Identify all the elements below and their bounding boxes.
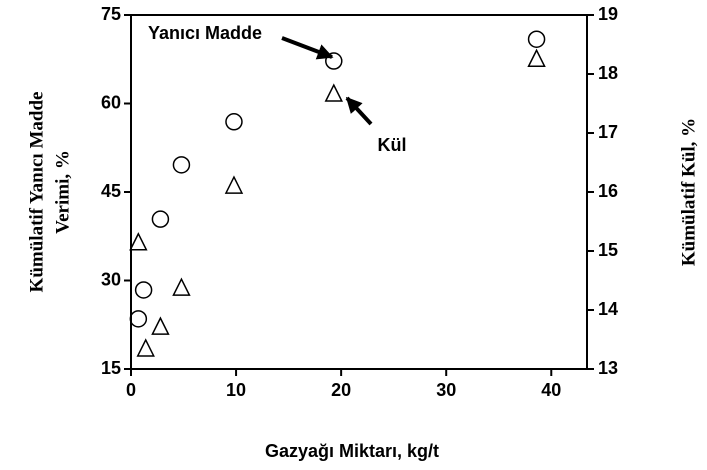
y-tick-label: 45 xyxy=(101,181,121,201)
triangle-point xyxy=(129,232,148,251)
x-axis-label: Gazyağı Miktarı, kg/t xyxy=(265,441,439,461)
y2-tick-label: 19 xyxy=(598,4,618,24)
triangle-point xyxy=(172,277,191,296)
x-tick-label: 10 xyxy=(226,380,246,400)
y-tick-label: 30 xyxy=(101,269,121,289)
y-axis-label-line: Kümülatif Yanıcı Madde xyxy=(26,92,47,293)
circle-point xyxy=(325,52,343,70)
circle-point xyxy=(225,113,243,131)
y2-tick-label: 15 xyxy=(598,240,618,260)
circle-point xyxy=(527,30,546,48)
y-axis-label: Kümülatif Yanıcı Madde Verimi, % xyxy=(26,92,73,293)
circle-point xyxy=(172,156,191,174)
circle-point xyxy=(129,310,148,328)
annotation-arrow xyxy=(281,36,334,60)
plot-frame xyxy=(130,14,588,370)
triangle-point xyxy=(224,175,244,194)
y2-tick-label: 17 xyxy=(598,122,618,142)
y2-tick-label: 13 xyxy=(598,358,618,378)
x-tick-label: 0 xyxy=(126,380,136,400)
y2-tick-label: 14 xyxy=(598,299,618,319)
x-tick-label: 30 xyxy=(436,380,456,400)
annotation-arrow xyxy=(345,96,373,126)
x-tick-label: 20 xyxy=(331,380,351,400)
triangle-point xyxy=(527,48,546,67)
y2-tick-label: 16 xyxy=(598,181,618,201)
triangle-point xyxy=(151,316,170,335)
circle-point xyxy=(151,210,170,228)
annotation: Kül xyxy=(378,135,407,155)
triangle-point xyxy=(136,338,155,357)
annotation: Yanıcı Madde xyxy=(148,23,262,43)
y-tick-label: 75 xyxy=(101,4,121,24)
triangle-point xyxy=(324,83,343,102)
y2-axis-label: Kümülatif Kül, % xyxy=(678,118,699,266)
circle-point xyxy=(134,281,153,299)
y-tick-label: 60 xyxy=(101,92,121,112)
y-axis-label-line: Verimi, % xyxy=(52,150,73,234)
x-tick-label: 40 xyxy=(541,380,561,400)
y-tick-label: 15 xyxy=(101,358,121,378)
y2-tick-label: 18 xyxy=(598,63,618,83)
